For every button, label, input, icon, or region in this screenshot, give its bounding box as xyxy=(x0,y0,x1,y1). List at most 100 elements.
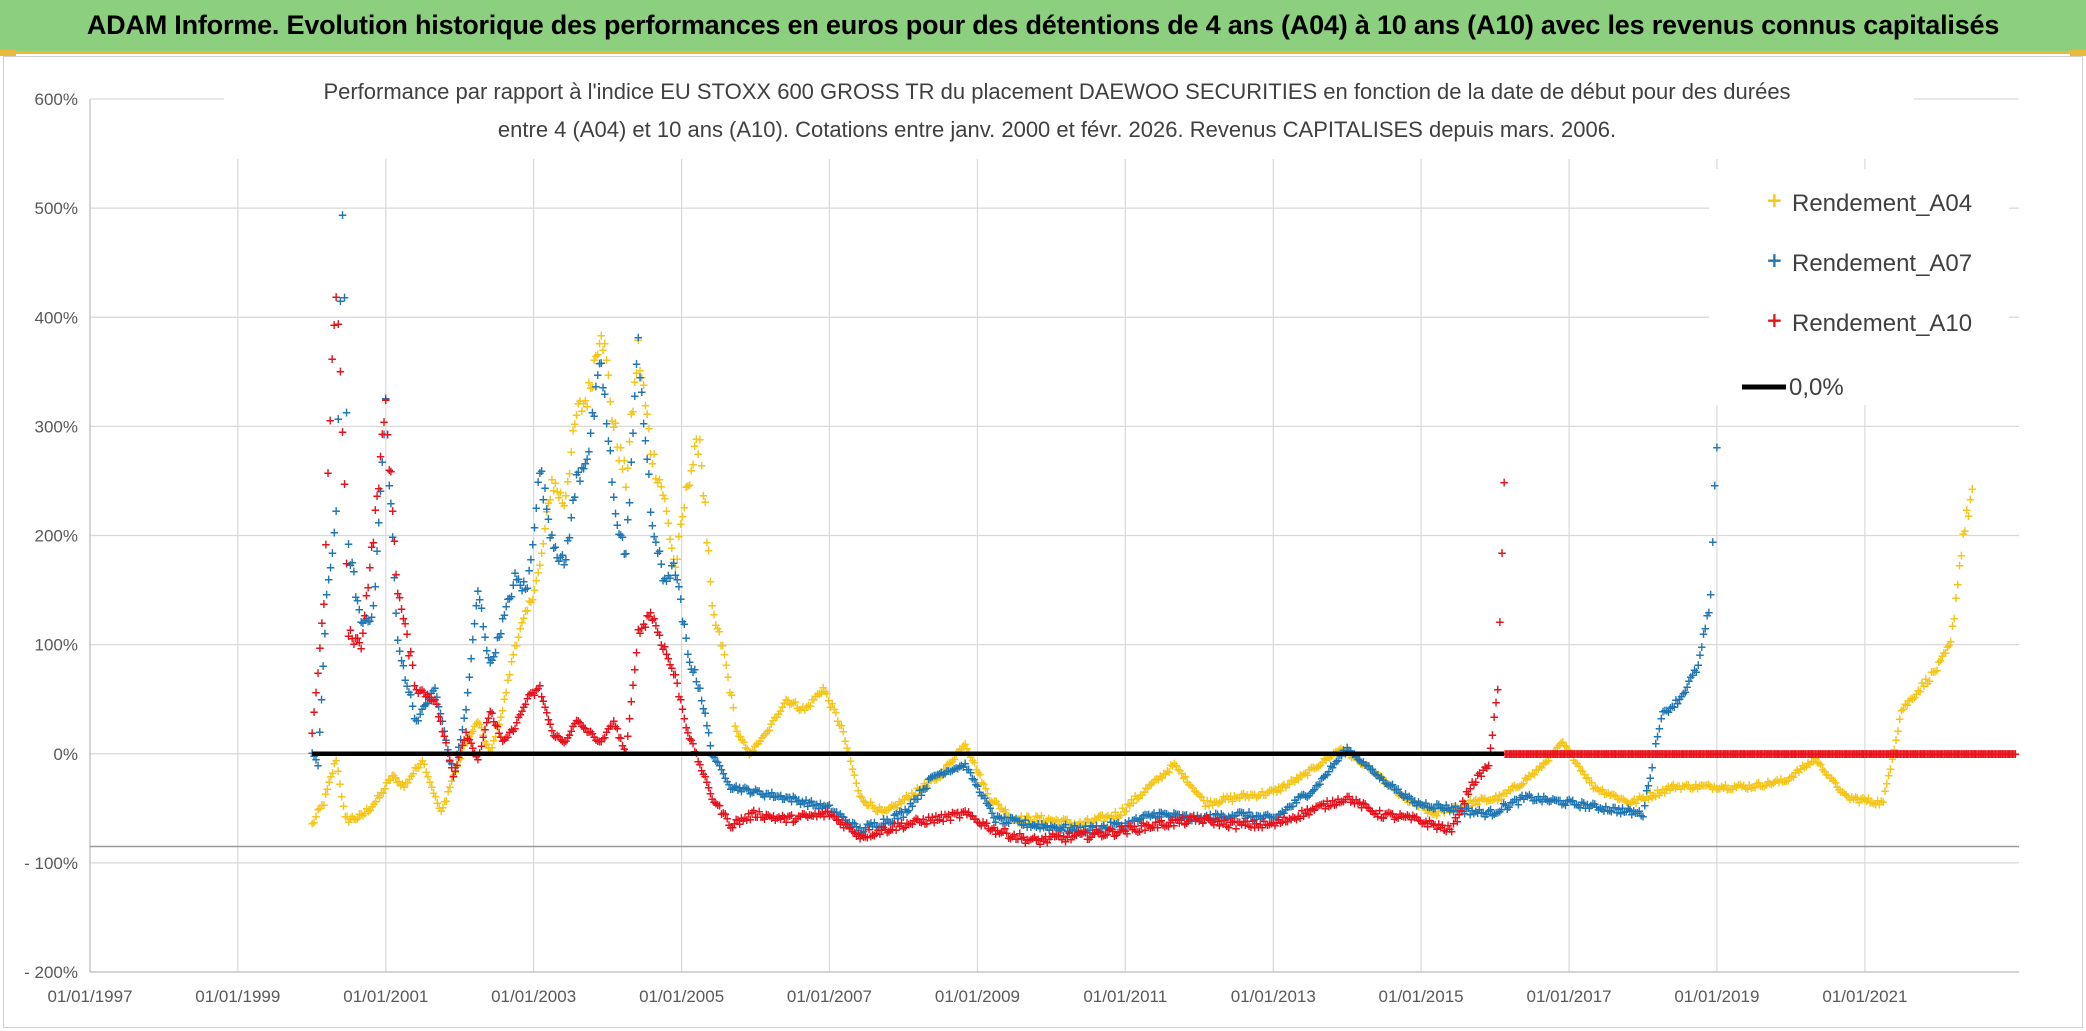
data-point: + xyxy=(1352,753,1362,767)
data-point: + xyxy=(969,755,979,769)
data-point: + xyxy=(443,785,453,799)
data-point: + xyxy=(761,726,771,740)
data-point: + xyxy=(596,328,606,342)
data-point: + xyxy=(1448,800,1458,814)
data-point: + xyxy=(1002,809,1012,823)
data-point: + xyxy=(1904,693,1914,707)
data-point: + xyxy=(1958,527,1968,541)
data-point: + xyxy=(873,805,883,819)
axis-lines xyxy=(89,99,2019,973)
data-point: + xyxy=(311,809,321,823)
data-point: + xyxy=(419,699,429,713)
data-point: + xyxy=(669,556,679,570)
data-point: + xyxy=(656,480,666,494)
data-point: + xyxy=(1937,649,1947,663)
data-point: + xyxy=(935,771,945,785)
data-point: + xyxy=(434,699,444,713)
data-point: + xyxy=(1647,791,1657,805)
data-point: + xyxy=(772,710,782,724)
data-point: + xyxy=(408,658,418,672)
data-point: + xyxy=(642,407,652,421)
data-point: + xyxy=(457,722,467,736)
data-point: + xyxy=(1713,782,1723,796)
data-point: + xyxy=(624,712,634,726)
data-point: + xyxy=(1540,755,1550,769)
data-point: + xyxy=(1253,788,1263,802)
data-point: + xyxy=(399,780,409,794)
data-point: + xyxy=(589,353,599,367)
data-point: + xyxy=(971,763,981,777)
data-point: + xyxy=(1489,792,1499,806)
data-point: + xyxy=(466,652,476,666)
data-point: + xyxy=(1445,805,1455,819)
data-point: + xyxy=(1414,800,1424,814)
data-point: + xyxy=(394,774,404,788)
data-point: + xyxy=(762,724,772,738)
data-point: + xyxy=(1173,762,1183,776)
data-point: + xyxy=(1038,814,1048,828)
data-point: + xyxy=(946,756,956,770)
data-point: + xyxy=(809,693,819,707)
data-point: + xyxy=(1578,764,1588,778)
data-point: + xyxy=(1016,809,1026,823)
data-point: + xyxy=(1644,792,1654,806)
data-point: + xyxy=(531,573,541,587)
data-point: + xyxy=(678,615,688,629)
data-point: + xyxy=(1193,787,1203,801)
data-point: + xyxy=(494,630,504,644)
data-point: + xyxy=(1206,794,1216,808)
data-point: + xyxy=(1208,798,1218,812)
data-point: + xyxy=(912,781,922,795)
data-point: + xyxy=(1633,792,1643,806)
data-point: + xyxy=(408,699,418,713)
data-point: + xyxy=(600,336,610,350)
data-point: + xyxy=(866,795,876,809)
data-point: + xyxy=(461,735,471,749)
data-point: + xyxy=(1965,492,1975,506)
data-point: + xyxy=(859,794,869,808)
data-point: + xyxy=(1798,759,1808,773)
data-point: + xyxy=(1162,764,1172,778)
x-tick-label: 01/01/2005 xyxy=(639,987,724,1006)
data-point: + xyxy=(337,425,347,439)
data-point: + xyxy=(851,776,861,790)
data-point: + xyxy=(471,598,481,612)
data-point: + xyxy=(396,778,406,792)
data-point: + xyxy=(464,729,474,743)
data-point: + xyxy=(1750,781,1760,795)
data-point: + xyxy=(1412,799,1422,813)
data-point: + xyxy=(1765,776,1775,790)
data-point: + xyxy=(587,405,597,419)
data-point: + xyxy=(1417,798,1427,812)
data-point: + xyxy=(658,574,668,588)
data-point: + xyxy=(1406,794,1416,808)
data-point: + xyxy=(1317,756,1327,770)
data-point: + xyxy=(894,794,904,808)
data-point: + xyxy=(752,737,762,751)
data-point: + xyxy=(1088,815,1098,829)
data-point: + xyxy=(386,465,396,479)
data-point: + xyxy=(1081,814,1091,828)
data-point: + xyxy=(607,475,617,489)
data-point: + xyxy=(626,455,636,469)
data-point: + xyxy=(1363,759,1373,773)
data-point: + xyxy=(1474,793,1484,807)
data-point: + xyxy=(919,777,929,791)
data-point: + xyxy=(1473,797,1483,811)
data-point: + xyxy=(730,719,740,733)
data-point: + xyxy=(470,719,480,733)
data-point: + xyxy=(491,729,501,743)
data-point: + xyxy=(1834,783,1844,797)
data-point: + xyxy=(331,290,341,304)
data-point: + xyxy=(1706,587,1716,601)
data-point: + xyxy=(515,621,525,635)
data-point: + xyxy=(1708,535,1718,549)
data-point: + xyxy=(741,740,751,754)
y-tick-label: 0% xyxy=(53,745,78,764)
data-point: + xyxy=(676,517,686,531)
data-point: + xyxy=(475,717,485,731)
data-point: + xyxy=(1867,795,1877,809)
data-point: + xyxy=(1799,760,1809,774)
x-tick-label: 01/01/2007 xyxy=(787,987,872,1006)
data-point: + xyxy=(384,478,394,492)
